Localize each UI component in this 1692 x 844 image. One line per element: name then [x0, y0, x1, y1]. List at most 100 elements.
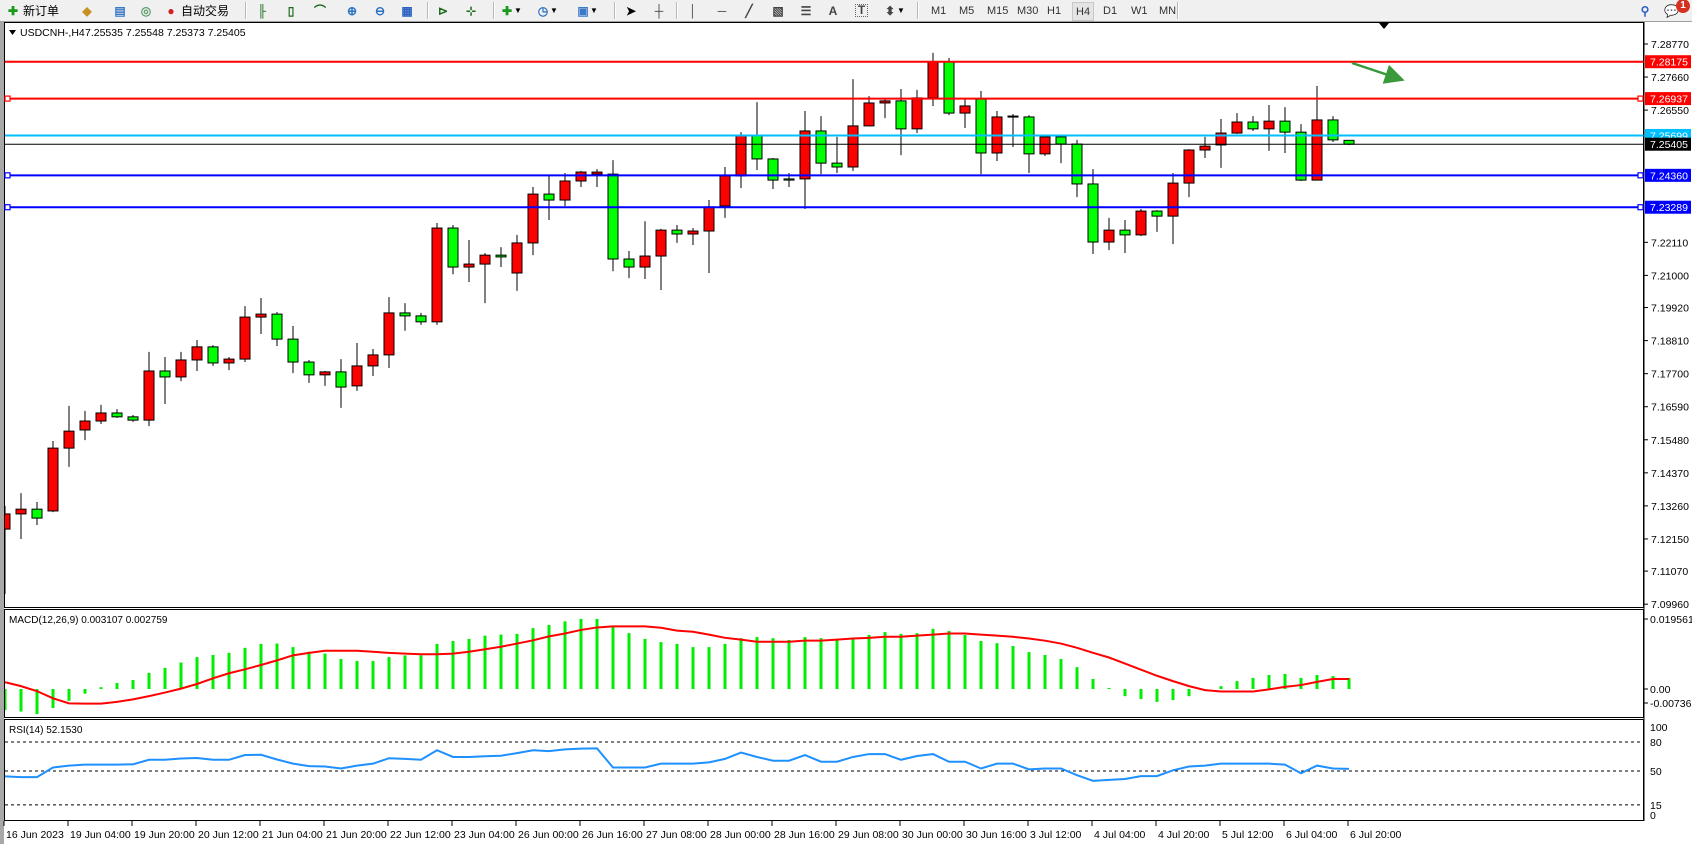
annotation-arrow[interactable] [1351, 61, 1405, 84]
auto-scroll-icon: ⊹ [465, 3, 477, 18]
price-tick-label: 7.19920 [1651, 303, 1689, 315]
bear-candle-body [543, 193, 555, 201]
macd-histogram-bar [819, 638, 823, 689]
zoom-out-button[interactable]: ⊖ [373, 2, 387, 19]
chart-shift-button[interactable]: ⊳ [436, 2, 450, 19]
candle [319, 370, 331, 386]
timeframe-h4-button[interactable]: H4 [1072, 2, 1095, 21]
macd-histogram-bar [451, 641, 455, 689]
line-chart-button[interactable]: ⌒ [313, 2, 327, 19]
macd-histogram-bar [723, 643, 727, 689]
macd-histogram-bar [611, 625, 615, 689]
bull-candle-body [63, 430, 75, 449]
bull-candle-body [223, 358, 235, 364]
symbol-menu-triangle-icon[interactable] [9, 30, 16, 35]
macd-histogram-bar [1027, 652, 1031, 689]
bull-candle-body [735, 135, 747, 177]
timeframe-m5-button[interactable]: M5 [959, 4, 975, 17]
timeframe-m15-button[interactable]: M15 [987, 4, 1009, 17]
macd-histogram-bar [995, 643, 999, 689]
timeframe-h1-button[interactable]: H1 [1047, 4, 1062, 17]
candle [191, 340, 203, 371]
text-button[interactable]: A [826, 2, 840, 19]
bull-candle-body [1231, 121, 1243, 134]
crosshair-button[interactable]: ┼ [652, 2, 666, 19]
bull-candle-body [687, 230, 699, 235]
macd-histogram-bar [1075, 667, 1079, 689]
arrows-button[interactable]: ⬍ ▼ [884, 3, 905, 18]
macd-panel[interactable] [4, 618, 1351, 715]
periods-button[interactable]: ◷ ▼ [537, 3, 558, 18]
text-label-button[interactable]: T [855, 2, 868, 19]
candlestick-chart-button[interactable]: ▯ [284, 2, 298, 19]
macd-histogram-bar [291, 647, 295, 689]
search-button[interactable]: ⚲ [1638, 2, 1652, 19]
macd-histogram-bar [67, 689, 71, 701]
navigator-button[interactable]: ▤ [113, 2, 127, 19]
candle [1039, 136, 1051, 156]
zoom-in-button[interactable]: ⊕ [345, 2, 359, 19]
line-handle-left[interactable] [4, 172, 11, 179]
macd-histogram-bar [1283, 673, 1287, 689]
auto-scroll-button[interactable]: ⊹ [464, 2, 478, 19]
cursor-button[interactable]: ➤ [624, 2, 638, 19]
auto-trading-button[interactable]: ● 自动交易 [164, 2, 229, 19]
candle [767, 158, 779, 190]
equidistant-channel-button[interactable]: ▧ [771, 2, 785, 19]
candle [1279, 107, 1291, 153]
macd-histogram-bar [787, 639, 791, 689]
tile-windows-button[interactable]: ▦ [400, 2, 414, 19]
bull-candle-body [639, 255, 651, 268]
fibonacci-button[interactable]: ☰ [799, 2, 813, 19]
candle [255, 298, 267, 335]
rsi-panel[interactable] [5, 741, 1644, 806]
candle [5, 505, 11, 595]
templates-icon: ▣ [577, 3, 589, 18]
candle [879, 99, 891, 119]
signals-button[interactable]: ◎ [139, 2, 153, 19]
line-handle-right[interactable] [1637, 172, 1644, 179]
price-tick-label: 7.11070 [1651, 566, 1688, 578]
bear-candle-body [975, 98, 987, 154]
cursor-icon: ➤ [625, 3, 637, 18]
equidistant-channel-icon: ▧ [772, 3, 784, 18]
market-watch-button[interactable]: ◆ [80, 2, 94, 19]
macd-histogram-bar [835, 639, 839, 689]
vertical-line-button[interactable]: │ [686, 2, 700, 19]
bull-candle-body [703, 206, 715, 232]
bar-chart-button[interactable]: ╟ [255, 2, 269, 19]
candle [111, 409, 123, 419]
time-tick-label: 21 Jun 20:00 [326, 829, 387, 841]
macd-histogram-bar [1219, 686, 1223, 689]
bull-candle-body [575, 171, 587, 182]
candlestick-chart-icon: ▯ [287, 3, 295, 18]
bull-candle-body [47, 447, 59, 512]
templates-button[interactable]: ▣ ▼ [577, 3, 598, 18]
indicators-button[interactable]: ✚ ▼ [501, 3, 522, 18]
candle [943, 57, 955, 116]
timeframe-mn-button[interactable]: MN [1159, 4, 1177, 17]
notification-button[interactable]: 💬 [1664, 2, 1679, 19]
macd-histogram-bar [5, 689, 7, 711]
line-handle-left[interactable] [4, 204, 11, 211]
time-tick-label: 26 Jun 16:00 [582, 829, 643, 841]
line-handle-left[interactable] [4, 95, 11, 102]
timeframe-d1-button[interactable]: D1 [1103, 4, 1118, 17]
macd-histogram-bar [35, 689, 39, 715]
new-order-button[interactable]: ✚ 新订单 [6, 2, 59, 19]
timeframe-m1-button[interactable]: M1 [931, 4, 947, 17]
trendline-button[interactable]: ╱ [742, 2, 756, 19]
timeframe-w1-button[interactable]: W1 [1131, 4, 1148, 17]
macd-histogram-bar [1011, 646, 1015, 689]
time-tick-label: 19 Jun 04:00 [70, 829, 131, 841]
macd-histogram-bar [83, 689, 87, 694]
line-handle-right[interactable] [1637, 95, 1644, 102]
candle [1247, 116, 1259, 131]
timeframe-m30-button[interactable]: M30 [1017, 4, 1039, 17]
horizontal-line-button[interactable]: ─ [715, 2, 729, 19]
line-handle-right[interactable] [1637, 204, 1644, 211]
arrows-icon: ⬍ [884, 3, 896, 18]
chart-shift-marker-icon[interactable] [1379, 23, 1389, 29]
candle [1263, 105, 1275, 151]
